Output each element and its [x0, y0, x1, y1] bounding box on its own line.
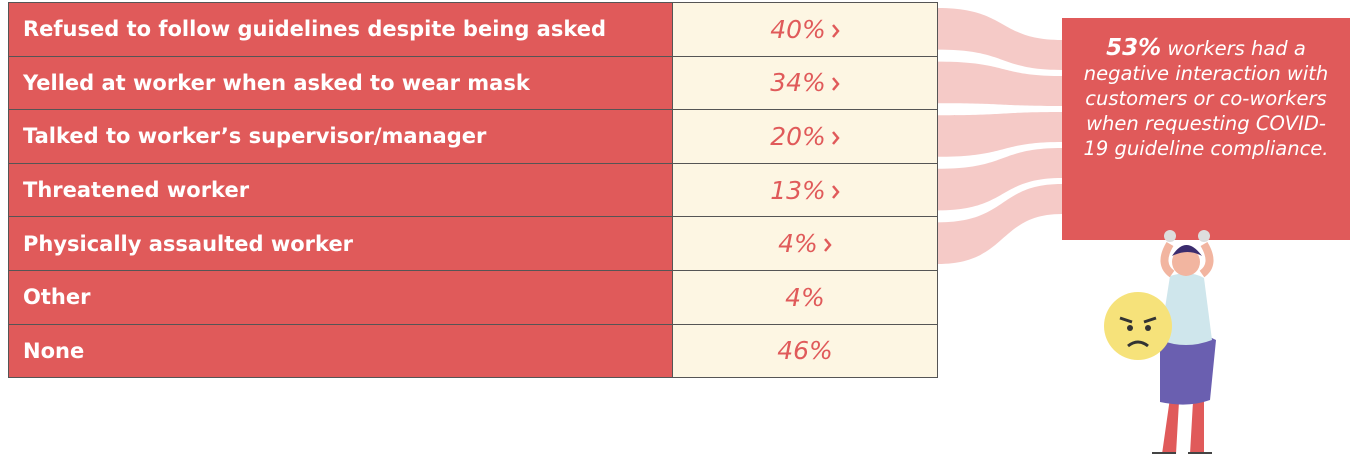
- row-value-cell: 13%: [673, 163, 938, 217]
- chevron-icon: [824, 238, 832, 252]
- row-label: Yelled at worker when asked to wear mask: [9, 56, 673, 110]
- table-row: Yelled at worker when asked to wear mask…: [9, 56, 938, 110]
- row-value: 4%: [785, 283, 825, 312]
- row-label: Other: [9, 270, 673, 324]
- row-value-cell: 34%: [673, 56, 938, 110]
- row-value-cell: 20%: [673, 110, 938, 164]
- row-value: 13%: [770, 176, 826, 205]
- flow-ribbons: [938, 0, 1068, 400]
- chevron-icon: [832, 77, 840, 91]
- row-value: 34%: [770, 68, 826, 97]
- row-label: Refused to follow guidelines despite bei…: [9, 3, 673, 57]
- table-row: Talked to worker’s supervisor/manager 20%: [9, 110, 938, 164]
- illustration: [1090, 226, 1280, 454]
- table-row: Physically assaulted worker 4%: [9, 217, 938, 271]
- chevron: [833, 25, 838, 37]
- chevron: [833, 186, 838, 198]
- row-label: Physically assaulted worker: [9, 217, 673, 271]
- table-row: Threatened worker 13%: [9, 163, 938, 217]
- row-value-cell: 40%: [673, 3, 938, 57]
- flow-ribbon: [938, 8, 1062, 70]
- row-label: None: [9, 324, 673, 378]
- row-value: 4%: [778, 229, 818, 258]
- callout-highlight: 53%: [1106, 35, 1161, 61]
- row-label: Talked to worker’s supervisor/manager: [9, 110, 673, 164]
- chevron-icon: [832, 131, 840, 145]
- row-value: 46%: [777, 336, 833, 365]
- row-value-cell: 4%: [673, 217, 938, 271]
- chevron-icon: [832, 24, 840, 38]
- callout: 53% workers had a negative interaction w…: [1062, 18, 1350, 240]
- row-value: 20%: [770, 122, 826, 151]
- chevron: [825, 239, 830, 251]
- row-value-cell: 4%: [673, 270, 938, 324]
- results-table: Refused to follow guidelines despite bei…: [8, 2, 938, 378]
- chevron: [833, 78, 838, 90]
- chevron-icon: [832, 185, 840, 199]
- row-value: 40%: [770, 15, 826, 44]
- page: Refused to follow guidelines despite bei…: [0, 0, 1356, 454]
- table-row: Refused to follow guidelines despite bei…: [9, 3, 938, 57]
- chevron: [833, 132, 838, 144]
- table-row: Other 4%: [9, 270, 938, 324]
- row-value-cell: 46%: [673, 324, 938, 378]
- table-row: None 46%: [9, 324, 938, 378]
- row-label: Threatened worker: [9, 163, 673, 217]
